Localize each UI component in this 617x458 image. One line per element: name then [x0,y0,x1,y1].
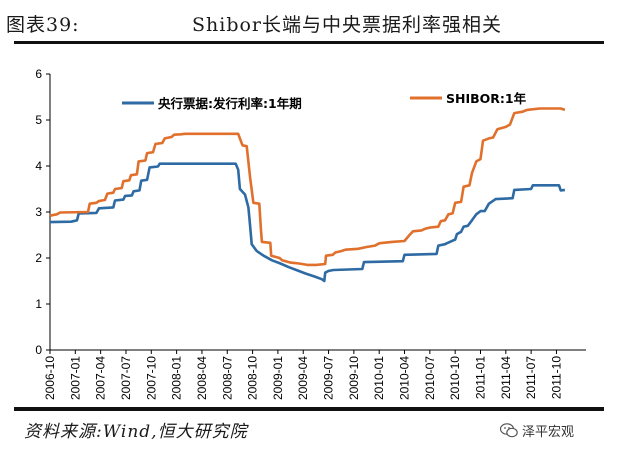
bottom-rule [14,407,604,411]
x-tick-label: 2007-07 [119,356,133,400]
x-tick-label: 2011-07 [524,356,538,399]
x-tick-label: 2010-04 [398,356,412,400]
x-tick-label: 2010-07 [423,356,437,400]
x-tick-label: 2011-10 [549,356,563,399]
source-note: 资料来源:Wind,恒大研究院 [24,417,248,442]
x-tick-label: 2008-10 [246,356,260,400]
x-tick-label: 2007-10 [144,356,158,400]
x-tick-label: 2008-01 [170,356,184,400]
x-tick-label: 2007-04 [94,356,108,400]
x-tick-label: 2010-10 [448,356,462,400]
series-line-shibor [50,109,565,265]
x-tick-label: 2010-01 [372,356,386,400]
watermark-text: 泽平宏观 [522,421,574,440]
watermark: 泽平宏观 [500,421,574,440]
x-tick-label: 2009-10 [347,356,361,400]
x-tick-label: 2007-01 [68,356,82,400]
y-tick-label: 4 [35,159,42,173]
legend-label-shibor: SHIBOR:1年 [446,91,527,106]
x-tick-label: 2008-07 [220,356,234,400]
x-tick-label: 2009-04 [296,356,310,400]
y-tick-label: 3 [35,205,42,219]
y-tick-label: 6 [35,67,42,81]
y-tick-label: 5 [35,113,42,127]
legend-label-pbc-bill: 央行票据:发行利率:1年期 [158,96,302,111]
y-tick-label: 1 [35,297,42,311]
x-tick-label: 2011-01 [473,356,487,399]
x-tick-label: 2009-01 [271,356,285,400]
x-tick-label: 2008-04 [195,356,209,400]
y-tick-label: 0 [35,343,42,357]
x-tick-label: 2009-07 [322,356,336,400]
x-tick-label: 2011-04 [499,356,513,399]
x-tick-label: 2006-10 [43,356,57,400]
y-tick-label: 2 [35,251,42,265]
wechat-icon [500,423,518,438]
